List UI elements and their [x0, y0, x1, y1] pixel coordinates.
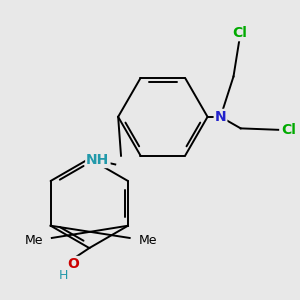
- Text: N: N: [215, 110, 226, 124]
- Text: H: H: [59, 269, 68, 282]
- Text: Me: Me: [138, 234, 157, 247]
- Text: NH: NH: [86, 153, 110, 167]
- Text: Cl: Cl: [281, 123, 296, 137]
- Text: Me: Me: [25, 234, 43, 247]
- Text: O: O: [68, 257, 80, 271]
- Text: Cl: Cl: [232, 26, 247, 40]
